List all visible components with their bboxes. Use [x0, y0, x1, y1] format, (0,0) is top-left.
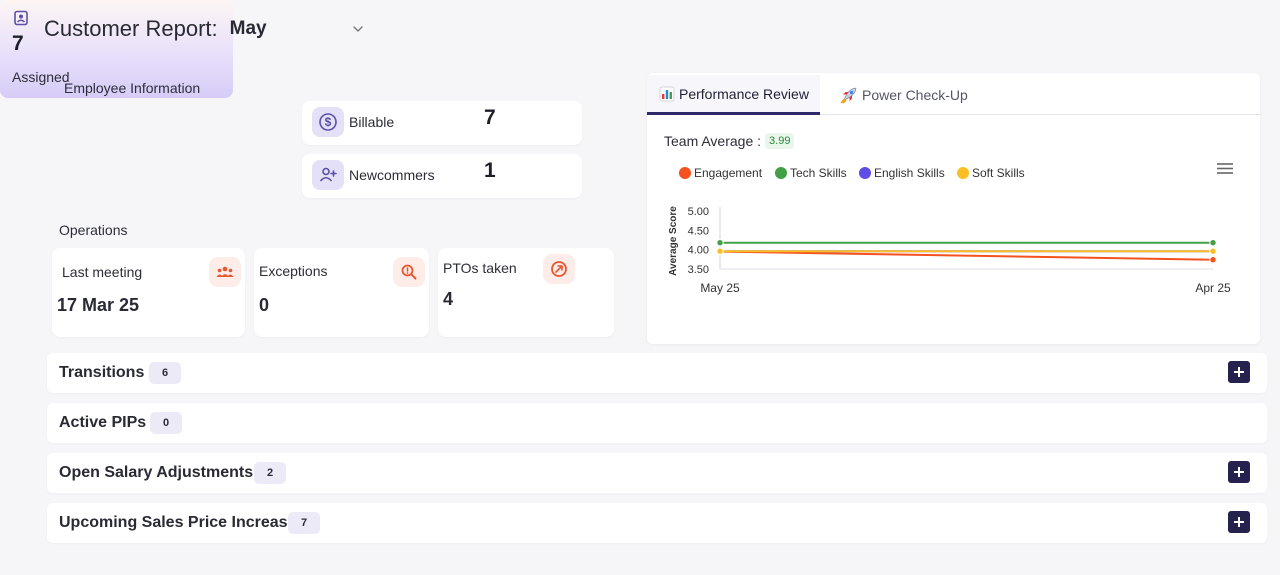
x-tick-label: Apr 25: [1195, 281, 1231, 295]
upcoming-sales-price-increase-count-badge: 7: [288, 512, 320, 534]
data-point: [716, 239, 724, 247]
page-title: Customer Report:: [44, 16, 218, 41]
legend-label: English Skills: [874, 166, 945, 180]
exceptions-value: 0: [259, 295, 270, 315]
legend-label: Soft Skills: [972, 166, 1025, 180]
y-tick-label: 4.00: [688, 245, 709, 257]
rocket-icon: [840, 87, 857, 104]
plus-icon: [1234, 367, 1244, 377]
operations-label: Operations: [59, 222, 128, 238]
ptos-value: 4: [443, 289, 454, 309]
newcomers-card[interactable]: Newcommers 1: [302, 154, 582, 198]
active-pips-title: Active PIPs: [59, 414, 147, 431]
search-alert-icon: [393, 257, 425, 287]
transitions-title: Transitions: [59, 364, 145, 381]
legend-marker: [957, 167, 969, 179]
tab-power-check-up[interactable]: Power Check-Up: [840, 75, 968, 115]
legend-marker: [775, 167, 787, 179]
assigned-label: Assigned: [12, 69, 70, 85]
add-user-icon: [312, 160, 344, 190]
series-line: [719, 250, 1214, 261]
legend-marker: [859, 167, 871, 179]
legend-label: Tech Skills: [790, 166, 847, 180]
month-select-value[interactable]: May: [229, 18, 267, 39]
report-header: Customer Report: May: [44, 14, 363, 44]
expand-open-salary-adjustments-button[interactable]: [1228, 461, 1250, 483]
hamburger-menu-icon[interactable]: [1217, 163, 1233, 174]
billable-card[interactable]: $ Billable 7: [302, 101, 582, 145]
y-tick-label: 4.50: [688, 225, 709, 237]
y-axis-label: Average Score: [668, 206, 679, 276]
newcomers-label: Newcommers: [349, 167, 435, 183]
legend-marker: [679, 167, 691, 179]
open-salary-adjustments-count-badge: 2: [254, 462, 286, 484]
upcoming-sales-price-increase-row[interactable]: Upcoming Sales Price Increase 7: [47, 503, 1267, 543]
assigned-card[interactable]: 7 Assigned: [0, 0, 233, 98]
performance-line-chart: Engagement Tech Skills English Skills Soft …: [668, 163, 1233, 295]
expand-upcoming-sales-price-increase-button[interactable]: [1228, 511, 1250, 533]
team-average-badge: 3.99: [765, 133, 795, 149]
transitions-row[interactable]: Transitions 6: [47, 353, 1267, 393]
performance-tabs: Performance Review Power Check-Up: [647, 75, 1260, 115]
upcoming-sales-price-increase-title: Upcoming Sales Price Increase: [59, 514, 297, 531]
last-meeting-label: Last meeting: [62, 264, 143, 280]
id-badge-icon: [14, 10, 28, 26]
y-tick-label: 3.50: [688, 264, 709, 276]
compass-icon: [543, 254, 575, 284]
data-point: [1209, 239, 1217, 247]
team-average: Team Average : 3.99: [664, 133, 795, 149]
team-average-label: Team Average :: [664, 133, 762, 149]
expand-transitions-button[interactable]: [1228, 361, 1250, 383]
active-pips-row[interactable]: Active PIPs 0: [47, 403, 1267, 443]
exceptions-label: Exceptions: [259, 263, 328, 279]
newcomers-count: 1: [484, 159, 496, 182]
plus-icon: [1234, 517, 1244, 527]
transitions-count-badge: 6: [149, 362, 181, 384]
open-salary-adjustments-title: Open Salary Adjustments: [59, 464, 254, 481]
last-meeting-value: 17 Mar 25: [57, 295, 140, 315]
y-tick-label: 5.00: [688, 206, 709, 218]
data-point: [1209, 256, 1217, 264]
chevron-down-icon[interactable]: [352, 23, 364, 35]
assigned-count: 7: [12, 32, 24, 55]
tab-power-check-up-label: Power Check-Up: [862, 87, 968, 103]
x-tick-label: May 25: [700, 281, 740, 295]
open-salary-adjustments-row[interactable]: Open Salary Adjustments 2: [47, 453, 1267, 493]
billable-label: Billable: [349, 114, 395, 130]
dollar-icon: $: [312, 107, 344, 137]
exceptions-card[interactable]: Exceptions 0: [254, 248, 429, 337]
data-point: [716, 247, 724, 255]
legend-label: Engagement: [694, 166, 763, 180]
last-meeting-card[interactable]: Last meeting 17 Mar 25: [52, 248, 245, 337]
data-point: [1209, 247, 1217, 255]
employee-info-label: Employee Information: [64, 80, 201, 96]
tab-performance-review-label: Performance Review: [679, 85, 809, 102]
plus-icon: [1234, 467, 1244, 477]
bar-chart-icon: [659, 86, 675, 101]
performance-panel: Performance Review Power Check-Up Team A…: [647, 73, 1260, 344]
ptos-card[interactable]: PTOs taken 4: [438, 248, 614, 337]
active-pips-count-badge: 0: [150, 412, 182, 434]
tab-performance-review[interactable]: Performance Review: [647, 75, 820, 115]
group-icon: [209, 257, 241, 287]
ptos-label: PTOs taken: [443, 260, 517, 276]
billable-count: 7: [484, 106, 496, 129]
svg-text:$: $: [325, 115, 332, 129]
